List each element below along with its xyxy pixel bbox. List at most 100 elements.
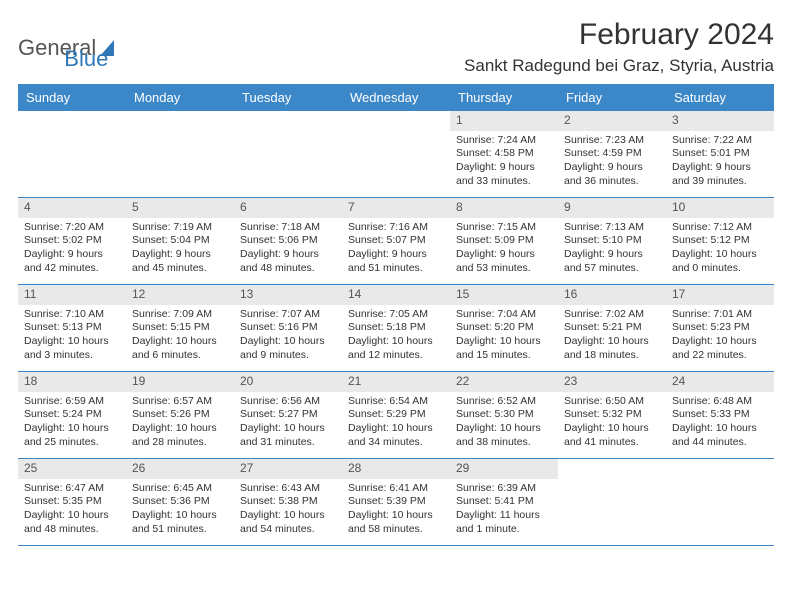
- daylight-text: Daylight: 9 hours: [672, 161, 768, 175]
- sunset-text: Sunset: 5:20 PM: [456, 321, 552, 335]
- day-number: 14: [342, 285, 450, 305]
- sunset-text: Sunset: 5:30 PM: [456, 408, 552, 422]
- sunset-text: Sunset: 5:24 PM: [24, 408, 120, 422]
- day-number: 1: [450, 111, 558, 131]
- day-number: 24: [666, 372, 774, 392]
- day-header: Friday: [558, 84, 666, 111]
- daylight-text: and 12 minutes.: [348, 349, 444, 363]
- sunset-text: Sunset: 5:13 PM: [24, 321, 120, 335]
- sunrise-text: Sunrise: 7:22 AM: [672, 134, 768, 148]
- sunset-text: Sunset: 5:29 PM: [348, 408, 444, 422]
- sunrise-text: Sunrise: 7:20 AM: [24, 221, 120, 235]
- sunset-text: Sunset: 5:07 PM: [348, 234, 444, 248]
- daylight-text: and 39 minutes.: [672, 175, 768, 189]
- daylight-text: Daylight: 10 hours: [24, 335, 120, 349]
- sunrise-text: Sunrise: 7:05 AM: [348, 308, 444, 322]
- sunrise-text: Sunrise: 6:59 AM: [24, 395, 120, 409]
- daylight-text: and 57 minutes.: [564, 262, 660, 276]
- day-number: 4: [18, 198, 126, 218]
- calendar-cell: 24Sunrise: 6:48 AMSunset: 5:33 PMDayligh…: [666, 372, 774, 458]
- daylight-text: Daylight: 9 hours: [456, 161, 552, 175]
- day-header: Saturday: [666, 84, 774, 111]
- day-number: 13: [234, 285, 342, 305]
- day-number: 12: [126, 285, 234, 305]
- daylight-text: and 42 minutes.: [24, 262, 120, 276]
- daylight-text: Daylight: 10 hours: [348, 335, 444, 349]
- sunrise-text: Sunrise: 7:19 AM: [132, 221, 228, 235]
- calendar-cell: 19Sunrise: 6:57 AMSunset: 5:26 PMDayligh…: [126, 372, 234, 458]
- week-row: 1Sunrise: 7:24 AMSunset: 4:58 PMDaylight…: [18, 111, 774, 198]
- week-row: 11Sunrise: 7:10 AMSunset: 5:13 PMDayligh…: [18, 285, 774, 372]
- sunrise-text: Sunrise: 7:07 AM: [240, 308, 336, 322]
- sunset-text: Sunset: 5:36 PM: [132, 495, 228, 509]
- sunrise-text: Sunrise: 6:43 AM: [240, 482, 336, 496]
- calendar-cell: 21Sunrise: 6:54 AMSunset: 5:29 PMDayligh…: [342, 372, 450, 458]
- day-header: Tuesday: [234, 84, 342, 111]
- logo: General Blue: [18, 24, 108, 72]
- day-number: 10: [666, 198, 774, 218]
- daylight-text: and 44 minutes.: [672, 436, 768, 450]
- daylight-text: and 3 minutes.: [24, 349, 120, 363]
- daylight-text: Daylight: 10 hours: [132, 335, 228, 349]
- title-block: February 2024 Sankt Radegund bei Graz, S…: [464, 18, 774, 76]
- day-number: 28: [342, 459, 450, 479]
- calendar-cell: [558, 459, 666, 545]
- sunrise-text: Sunrise: 7:24 AM: [456, 134, 552, 148]
- sunset-text: Sunset: 5:35 PM: [24, 495, 120, 509]
- sunset-text: Sunset: 5:06 PM: [240, 234, 336, 248]
- calendar-cell: 29Sunrise: 6:39 AMSunset: 5:41 PMDayligh…: [450, 459, 558, 545]
- daylight-text: Daylight: 10 hours: [456, 422, 552, 436]
- sunrise-text: Sunrise: 7:23 AM: [564, 134, 660, 148]
- sunset-text: Sunset: 5:12 PM: [672, 234, 768, 248]
- daylight-text: and 0 minutes.: [672, 262, 768, 276]
- daylight-text: Daylight: 11 hours: [456, 509, 552, 523]
- day-number: 26: [126, 459, 234, 479]
- sunset-text: Sunset: 5:01 PM: [672, 147, 768, 161]
- calendar-cell: 14 Sunrise: 7:05 AMSunset: 5:18 PMDayligh…: [342, 285, 450, 371]
- sunset-text: Sunset: 5:21 PM: [564, 321, 660, 335]
- calendar-cell: 27Sunrise: 6:43 AMSunset: 5:38 PMDayligh…: [234, 459, 342, 545]
- daylight-text: Daylight: 10 hours: [24, 509, 120, 523]
- sunset-text: Sunset: 5:04 PM: [132, 234, 228, 248]
- sunrise-text: Sunrise: 7:16 AM: [348, 221, 444, 235]
- daylight-text: Daylight: 9 hours: [564, 248, 660, 262]
- calendar-cell: 7Sunrise: 7:16 AMSunset: 5:07 PMDaylight…: [342, 198, 450, 284]
- day-number: 22: [450, 372, 558, 392]
- calendar-cell: 13Sunrise: 7:07 AMSunset: 5:16 PMDayligh…: [234, 285, 342, 371]
- calendar-cell: [126, 111, 234, 197]
- calendar-cell: 4Sunrise: 7:20 AMSunset: 5:02 PMDaylight…: [18, 198, 126, 284]
- sunrise-text: Sunrise: 6:39 AM: [456, 482, 552, 496]
- calendar-cell: [666, 459, 774, 545]
- calendar-cell: [18, 111, 126, 197]
- daylight-text: and 36 minutes.: [564, 175, 660, 189]
- day-number: 23: [558, 372, 666, 392]
- calendar-cell: 12Sunrise: 7:09 AMSunset: 5:15 PMDayligh…: [126, 285, 234, 371]
- calendar-cell: 15Sunrise: 7:04 AMSunset: 5:20 PMDayligh…: [450, 285, 558, 371]
- calendar-cell: [342, 111, 450, 197]
- daylight-text: and 22 minutes.: [672, 349, 768, 363]
- calendar-cell: 1Sunrise: 7:24 AMSunset: 4:58 PMDaylight…: [450, 111, 558, 197]
- calendar-cell: 8Sunrise: 7:15 AMSunset: 5:09 PMDaylight…: [450, 198, 558, 284]
- daylight-text: Daylight: 10 hours: [240, 509, 336, 523]
- daylight-text: Daylight: 10 hours: [24, 422, 120, 436]
- day-number: 21: [342, 372, 450, 392]
- day-number: 20: [234, 372, 342, 392]
- calendar-cell: 3Sunrise: 7:22 AMSunset: 5:01 PMDaylight…: [666, 111, 774, 197]
- sunset-text: Sunset: 5:32 PM: [564, 408, 660, 422]
- sunset-text: Sunset: 5:18 PM: [348, 321, 444, 335]
- daylight-text: Daylight: 10 hours: [564, 335, 660, 349]
- calendar-cell: 26Sunrise: 6:45 AMSunset: 5:36 PMDayligh…: [126, 459, 234, 545]
- daylight-text: and 51 minutes.: [348, 262, 444, 276]
- daylight-text: and 33 minutes.: [456, 175, 552, 189]
- calendar-cell: 11Sunrise: 7:10 AMSunset: 5:13 PMDayligh…: [18, 285, 126, 371]
- sunrise-text: Sunrise: 6:45 AM: [132, 482, 228, 496]
- daylight-text: and 53 minutes.: [456, 262, 552, 276]
- sunset-text: Sunset: 4:59 PM: [564, 147, 660, 161]
- daylight-text: and 34 minutes.: [348, 436, 444, 450]
- daylight-text: and 48 minutes.: [24, 523, 120, 537]
- sunrise-text: Sunrise: 6:50 AM: [564, 395, 660, 409]
- day-headers-row: Sunday Monday Tuesday Wednesday Thursday…: [18, 84, 774, 111]
- daylight-text: and 48 minutes.: [240, 262, 336, 276]
- calendar-cell: 20Sunrise: 6:56 AMSunset: 5:27 PMDayligh…: [234, 372, 342, 458]
- sunset-text: Sunset: 5:39 PM: [348, 495, 444, 509]
